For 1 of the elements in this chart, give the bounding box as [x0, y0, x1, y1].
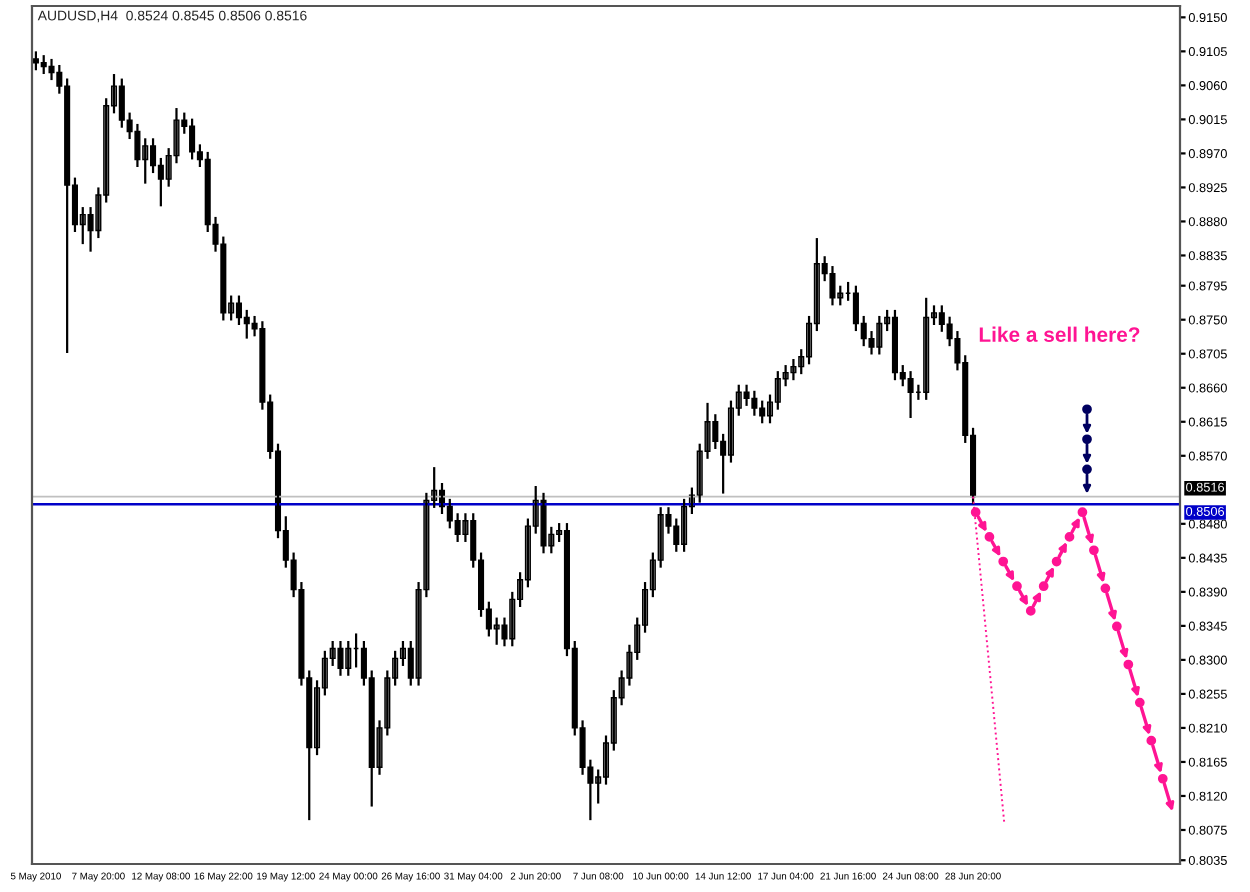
annotation: Like a sell here?	[979, 326, 1140, 342]
